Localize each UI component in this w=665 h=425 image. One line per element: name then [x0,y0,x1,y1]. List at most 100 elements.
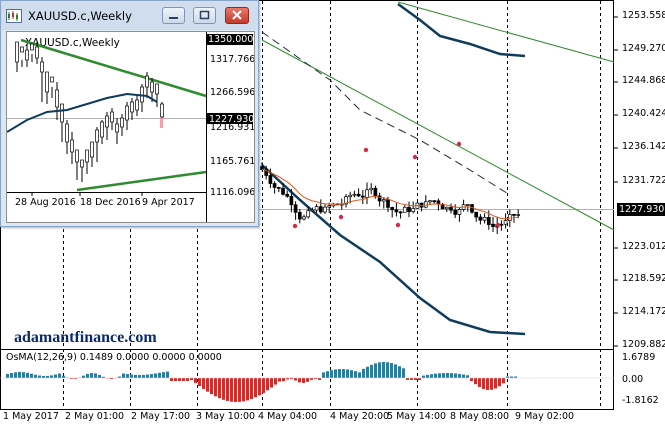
inset-candle-body [55,89,59,108]
time-axis-label: 5 May 14:00 [387,411,447,422]
osma-bar [338,369,341,378]
osma-bar [470,378,473,381]
osma-bar [34,374,37,378]
candle-body [318,206,323,213]
candle-body [369,187,374,191]
time-axis-label: 9 May 02:00 [515,411,575,422]
inset-chart[interactable]: 1350.000 1317.766 1266.596 1216.931 1165.761… [6,31,255,223]
candle-body [411,208,416,212]
inset-candle-body [105,115,109,128]
inset-price-label: 1116.096 [210,187,254,198]
osma-bar [162,372,165,378]
osma-bar [82,375,85,378]
candle-body [344,196,348,205]
osma-bar [74,378,77,379]
close-button[interactable] [225,7,249,24]
trend-line-upper [397,1,615,63]
osma-bar [326,371,329,378]
osma-bar [198,378,201,387]
inset-price-label: 1317.766 [210,54,254,65]
candle [407,201,411,218]
candle-body [503,220,508,225]
watermark: adamantfinance.com [14,329,157,346]
inset-candle-body [130,101,134,113]
inset-chart-window[interactable]: XAUUSD.c,Weekly 1350.000 1317.766 1266.596… [0,0,259,227]
candle-body [478,216,483,221]
candle-body [512,214,516,216]
osma-bar [438,373,441,378]
inset-candle-body [135,99,139,111]
inset-candle [15,41,19,72]
osma-bar [410,378,413,380]
osma-title: OsMA(12,26,9) 0.1489 0.0000 0.0000 0.000… [6,352,222,363]
osma-bar [242,378,245,402]
inset-candle-body [120,117,124,128]
osma-bar [478,378,481,387]
osma-bar [174,378,177,381]
osma-bar [142,374,145,378]
candle [516,209,521,219]
candle [512,213,516,223]
candle [344,194,348,208]
candle-body [407,206,411,212]
candle-body [499,223,504,226]
osma-bar [294,378,297,381]
ma-line-upper [397,2,526,58]
fractal-marker [456,141,462,147]
candle [478,214,483,225]
price-axis-label: 1253.558 [622,10,665,21]
ma-line-lower [261,164,526,336]
minimize-button[interactable] [162,7,185,24]
candle-body [310,209,315,212]
inset-trend-line-lower [76,170,207,192]
osma-bar [514,376,517,378]
osma-bar [62,375,65,378]
candle [411,201,416,214]
osma-bar [382,362,385,378]
inset-titlebar[interactable]: XAUUSD.c,Weekly [1,1,258,30]
inset-candle-body [160,103,164,118]
inset-candle-body [45,71,49,93]
osma-bar [422,375,425,378]
candle [369,183,374,195]
osma-bar [358,372,361,378]
inset-candle-body [90,141,94,158]
inset-candle-body [35,46,39,59]
inset-candle [135,96,139,116]
osma-bar [442,373,445,378]
osma-bar [10,373,13,378]
osma-bar [378,362,381,378]
inset-candle [20,46,24,67]
osma-bar [226,378,229,401]
inset-current-candle [160,118,163,128]
candle-body [486,217,491,225]
inset-candle [90,141,94,167]
price-axis-label: 1240.424 [622,108,665,119]
restore-button[interactable] [193,7,216,24]
candle-body [491,223,495,227]
inset-chart-canvas[interactable]: 1350.000 1317.766 1266.596 1216.931 1165.761… [7,32,254,222]
inset-candle [25,44,29,67]
candle [281,182,285,196]
candle [503,213,508,229]
fractal-marker [395,222,401,228]
price-axis-label: 1218.592 [622,273,665,284]
osma-bar [502,378,505,384]
osma-bar [310,378,313,380]
candle-body [289,195,294,206]
candle-body [381,199,386,202]
osma-bar [462,374,465,378]
osma-bar [398,366,401,378]
candle-body [507,214,512,221]
osma-bar [446,373,449,378]
candle-body [516,214,521,216]
inset-candle [105,112,109,140]
inset-price-label: 1165.761 [210,156,254,167]
candle-body [453,209,458,215]
candle [491,217,495,232]
candle [310,207,315,212]
osma-bar [18,372,21,378]
osma-bar [430,374,433,378]
osma-axis-label: -1.8162 [622,395,659,406]
